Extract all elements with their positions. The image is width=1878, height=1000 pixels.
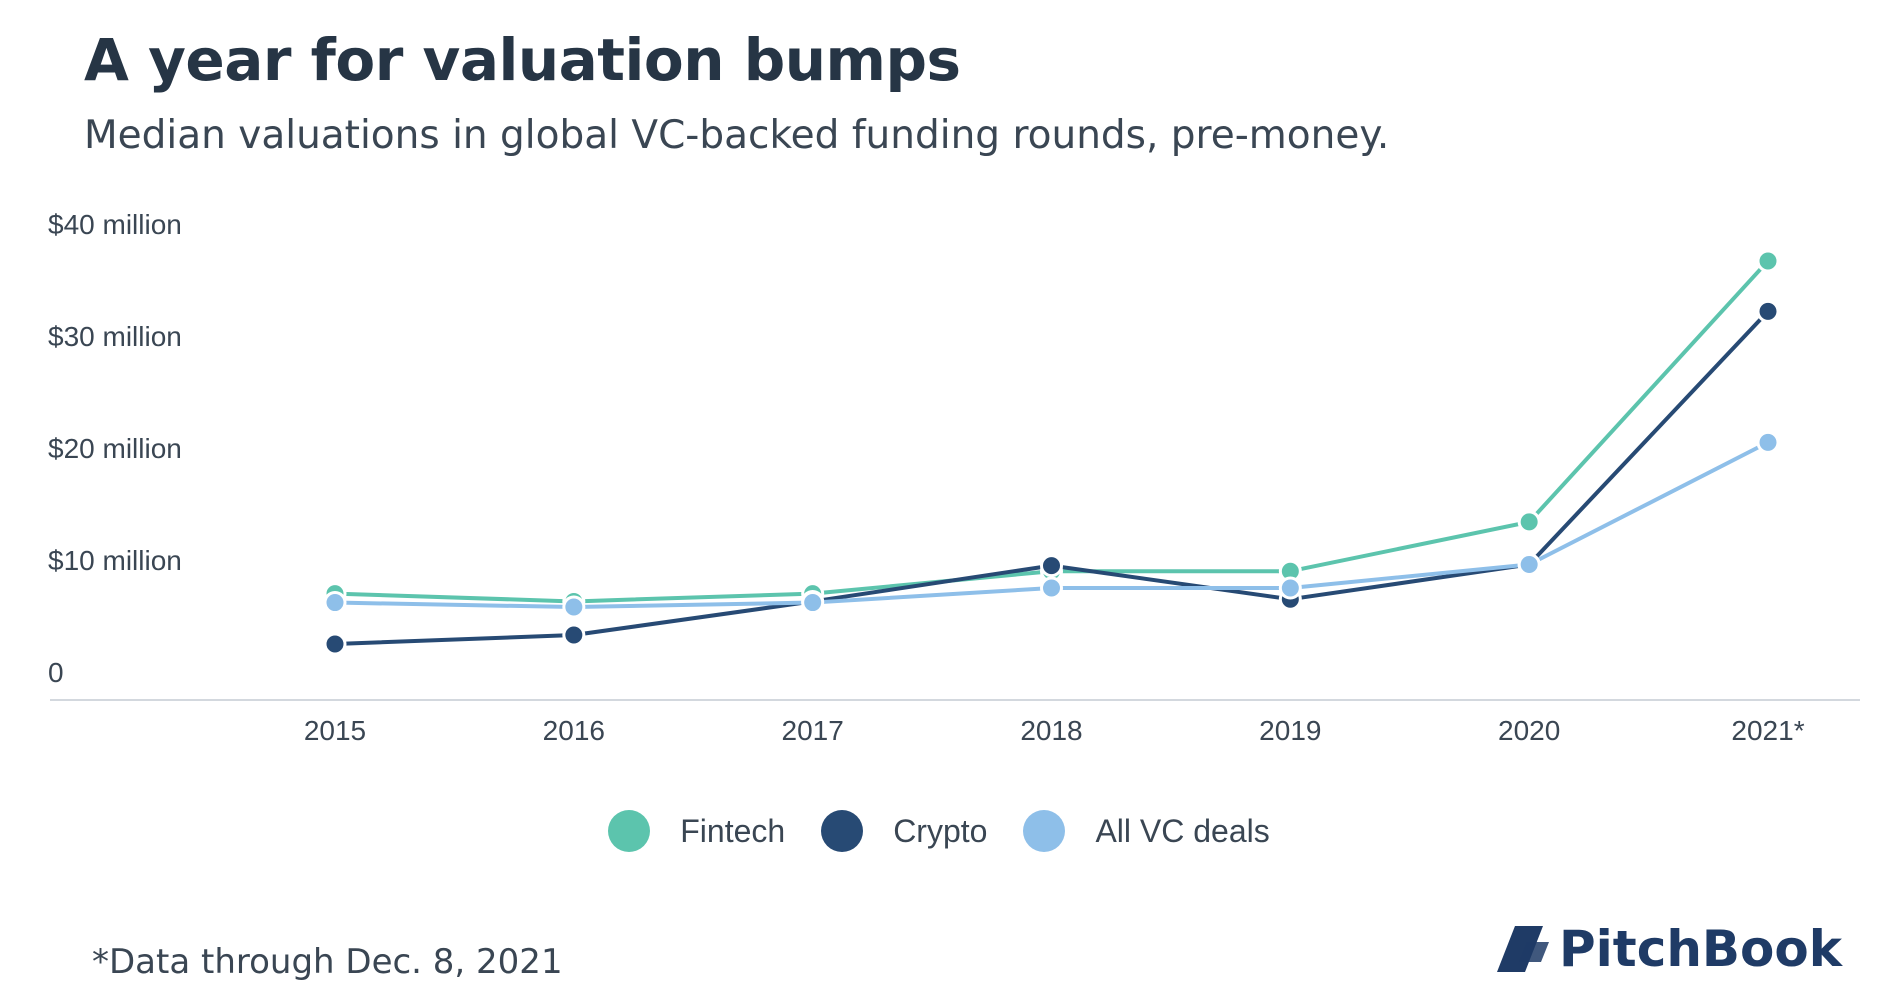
chart-subtitle: Median valuations in global VC-backed fu… (84, 113, 1390, 158)
legend-label-fintech: Fintech (680, 812, 786, 849)
legend-label-all-vc-deals: All VC deals (1095, 812, 1270, 849)
crypto-swatch (821, 810, 864, 852)
pitchbook-mark-icon (1497, 926, 1550, 972)
x-tick-label: 2020 (1498, 715, 1560, 746)
data-point-fintech (1517, 510, 1541, 534)
data-point-all-vc-deals (1278, 576, 1302, 600)
x-tick-label: 2021* (1731, 715, 1804, 746)
legend-label-crypto: Crypto (893, 812, 988, 849)
data-point-all-vc-deals (1517, 552, 1541, 576)
legend: Fintech Crypto All VC deals (0, 810, 1878, 852)
data-point-crypto (562, 623, 586, 647)
y-tick-label: $40 million (48, 209, 182, 240)
legend-item-crypto: Crypto (821, 810, 987, 852)
fintech-swatch (608, 810, 651, 852)
x-tick-label: 2017 (782, 715, 844, 746)
y-tick-label: 0 (48, 657, 64, 688)
data-point-fintech (1756, 249, 1780, 273)
series-layer (323, 249, 1780, 656)
x-tick-label: 2016 (543, 715, 605, 746)
legend-item-all-vc-deals: All VC deals (1023, 810, 1270, 852)
data-point-crypto (323, 632, 347, 656)
x-tick-label: 2015 (304, 715, 366, 746)
data-point-all-vc-deals (323, 591, 347, 615)
x-axis-ticks: 2015 2016 2017 2018 2019 2020 2021* (304, 715, 1805, 746)
data-point-all-vc-deals (1040, 576, 1063, 600)
y-tick-label: $30 million (48, 321, 182, 352)
legend-item-fintech: Fintech (608, 810, 785, 852)
brand-name: PitchBook (1559, 920, 1842, 978)
chart-title: A year for valuation bumps (84, 26, 961, 94)
data-point-crypto (1756, 299, 1780, 323)
data-point-crypto (1040, 554, 1063, 578)
data-point-all-vc-deals (562, 595, 586, 619)
y-axis-ticks: 0 $10 million $20 million $30 million $40 mi… (48, 209, 182, 688)
y-tick-label: $20 million (48, 433, 182, 464)
x-tick-label: 2019 (1259, 715, 1321, 746)
x-tick-label: 2018 (1020, 715, 1082, 746)
all-vc-deals-swatch (1023, 810, 1066, 852)
pitchbook-logo: PitchBook (1497, 920, 1842, 978)
y-tick-label: $10 million (48, 545, 182, 576)
data-point-all-vc-deals (1756, 430, 1780, 454)
data-point-all-vc-deals (801, 591, 825, 615)
footnote: *Data through Dec. 8, 2021 (92, 942, 563, 982)
